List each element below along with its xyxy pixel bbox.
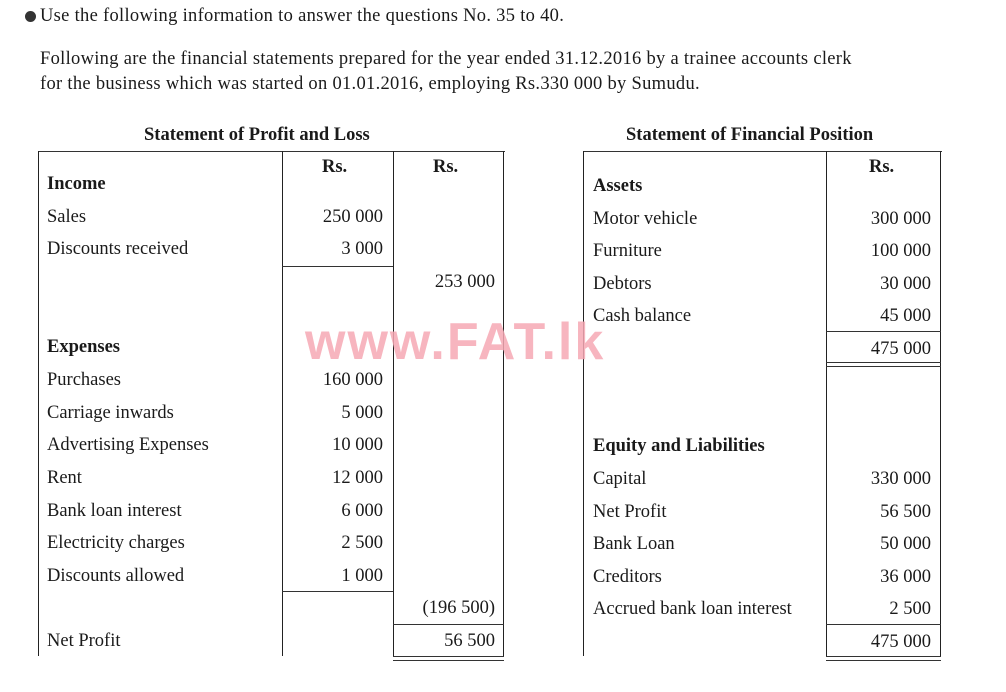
row-label: Creditors xyxy=(593,566,662,587)
row-label: Net Profit xyxy=(47,631,121,652)
total-double-line xyxy=(826,660,941,661)
amount: 56 500 xyxy=(880,501,931,522)
table-border xyxy=(940,151,941,656)
amount: 2 500 xyxy=(889,599,931,620)
table-border xyxy=(583,151,942,152)
row-label: Rent xyxy=(47,467,82,488)
row-label: Furniture xyxy=(593,241,662,262)
section-heading: Expenses xyxy=(47,337,120,358)
row-label: Carriage inwards xyxy=(47,402,174,423)
row-label: Motor vehicle xyxy=(593,208,698,229)
column-divider xyxy=(826,151,827,656)
amount: 45 000 xyxy=(880,306,931,327)
amount-col1: 12 000 xyxy=(332,467,383,488)
section-heading: Income xyxy=(47,174,106,194)
amount: 36 000 xyxy=(880,566,931,587)
amount-col1: 6 000 xyxy=(341,500,383,521)
row-label: Sales xyxy=(47,206,87,227)
total-double-line xyxy=(826,362,941,363)
instruction-text: Use the following information to answer … xyxy=(40,6,565,26)
table-border xyxy=(38,151,505,152)
table-border xyxy=(583,151,584,656)
amount: 50 000 xyxy=(880,534,931,555)
paragraph-line-2: for the business which was started on 01… xyxy=(40,74,700,94)
amount-col2: (196 500) xyxy=(422,598,495,619)
profit-loss-title: Statement of Profit and Loss xyxy=(144,125,370,145)
section-heading: Assets xyxy=(593,176,643,196)
col1-header: Rs. xyxy=(322,157,348,177)
table-border xyxy=(38,151,39,656)
amount-col1: 160 000 xyxy=(322,369,383,390)
row-label: Bank loan interest xyxy=(47,500,182,521)
amount: 475 000 xyxy=(870,631,931,652)
amount: 330 000 xyxy=(870,468,931,489)
amount-col2: 56 500 xyxy=(444,631,495,652)
row-label: Bank Loan xyxy=(593,534,675,555)
amount-col1: 2 500 xyxy=(341,533,383,554)
row-label: Discounts received xyxy=(47,239,189,260)
total-double-line xyxy=(393,656,504,657)
row-label: Electricity charges xyxy=(47,533,185,554)
amount: 475 000 xyxy=(870,338,931,359)
amount: 300 000 xyxy=(870,208,931,229)
row-label: Purchases xyxy=(47,369,121,390)
subtotal-line xyxy=(393,624,504,625)
subtotal-line xyxy=(282,591,393,592)
col-header: Rs. xyxy=(869,157,895,177)
table-border xyxy=(503,151,504,656)
row-label: Net Profit xyxy=(593,501,667,522)
amount: 100 000 xyxy=(870,241,931,262)
column-divider xyxy=(393,151,394,656)
subtotal-line xyxy=(826,331,941,332)
row-label: Advertising Expenses xyxy=(47,435,209,456)
row-label: Discounts allowed xyxy=(47,565,185,586)
amount-col1: 250 000 xyxy=(322,206,383,227)
col2-header: Rs. xyxy=(433,157,459,177)
row-label: Capital xyxy=(593,468,647,489)
amount-col1: 10 000 xyxy=(332,435,383,456)
bullet-icon xyxy=(25,11,36,22)
amount: 30 000 xyxy=(880,273,931,294)
amount-col1: 5 000 xyxy=(341,402,383,423)
row-label: Cash balance xyxy=(593,306,692,327)
amount-col1: 3 000 xyxy=(341,239,383,260)
total-double-line xyxy=(826,656,941,657)
watermark: www.FAT.lk xyxy=(305,313,606,371)
total-double-line xyxy=(826,366,941,367)
row-label: Accrued bank loan interest xyxy=(593,599,792,620)
subtotal-line xyxy=(826,624,941,625)
row-label: Debtors xyxy=(593,273,652,294)
paragraph-line-1: Following are the financial statements p… xyxy=(40,49,852,69)
section-heading: Equity and Liabilities xyxy=(593,436,765,457)
amount-col1: 1 000 xyxy=(341,565,383,586)
financial-position-title: Statement of Financial Position xyxy=(626,125,874,145)
column-divider xyxy=(282,151,283,656)
total-double-line xyxy=(393,660,504,661)
subtotal-line xyxy=(282,266,393,267)
amount-col2: 253 000 xyxy=(434,271,495,292)
